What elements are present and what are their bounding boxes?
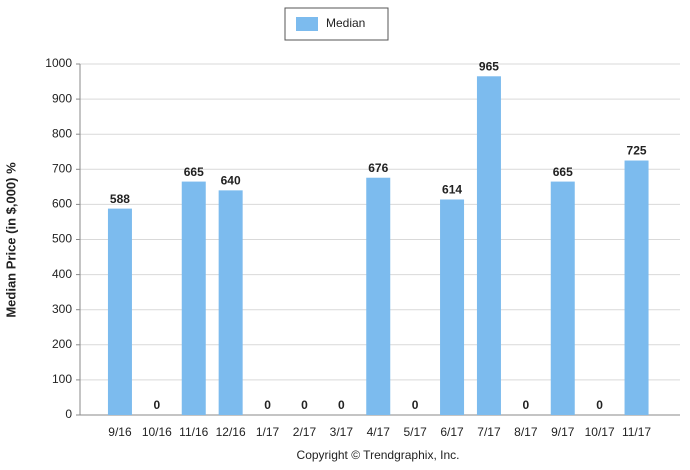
value-label: 588: [110, 192, 130, 206]
value-label: 965: [479, 59, 499, 73]
bar: [550, 181, 575, 415]
x-tick-label: 10/17: [585, 425, 615, 439]
value-label: 0: [523, 398, 530, 412]
value-label: 0: [338, 398, 345, 412]
x-tick-label: 5/17: [403, 425, 427, 439]
x-tick-label: 2/17: [293, 425, 317, 439]
y-tick-label: 600: [52, 197, 72, 211]
value-label: 676: [368, 161, 388, 175]
y-tick-label: 400: [52, 267, 72, 281]
x-tick-label: 9/16: [108, 425, 132, 439]
y-axis-label: Median Price (in $,000) %: [3, 162, 18, 318]
x-tick-label: 4/17: [367, 425, 391, 439]
value-label: 665: [184, 165, 204, 179]
x-tick-label: 6/17: [440, 425, 464, 439]
bar: [107, 208, 132, 415]
y-tick-label: 200: [52, 337, 72, 351]
value-label: 0: [154, 398, 161, 412]
bar: [218, 190, 243, 415]
x-tick-label: 3/17: [330, 425, 354, 439]
value-label: 640: [221, 174, 241, 188]
value-label: 0: [412, 398, 419, 412]
y-tick-label: 100: [52, 372, 72, 386]
value-label: 0: [301, 398, 308, 412]
value-label: 614: [442, 183, 462, 197]
value-label: 0: [264, 398, 271, 412]
bar: [181, 181, 206, 415]
x-tick-label: 12/16: [216, 425, 246, 439]
y-tick-label: 1000: [45, 56, 72, 70]
bar: [476, 76, 501, 415]
x-tick-label: 11/16: [179, 425, 208, 439]
bar: [366, 177, 391, 415]
y-tick-label: 700: [52, 161, 72, 175]
footer: Copyright © Trendgraphix, Inc.: [297, 448, 460, 462]
y-tick-label: 900: [52, 91, 72, 105]
x-tick-label: 11/17: [622, 425, 651, 439]
value-label: 665: [553, 165, 573, 179]
bar: [624, 160, 649, 415]
y-tick-label: 800: [52, 126, 72, 140]
legend-swatch: [296, 17, 318, 31]
x-tick-label: 9/17: [551, 425, 575, 439]
legend-label: Median: [326, 16, 365, 30]
x-tick-label: 8/17: [514, 425, 538, 439]
y-tick-label: 300: [52, 302, 72, 316]
x-tick-label: 1/17: [256, 425, 280, 439]
y-tick-label: 500: [52, 232, 72, 246]
value-label: 0: [596, 398, 603, 412]
bar: [440, 199, 465, 415]
value-label: 725: [627, 144, 647, 158]
y-tick-label: 0: [65, 407, 72, 421]
x-tick-label: 7/17: [477, 425, 501, 439]
x-tick-label: 10/16: [142, 425, 172, 439]
